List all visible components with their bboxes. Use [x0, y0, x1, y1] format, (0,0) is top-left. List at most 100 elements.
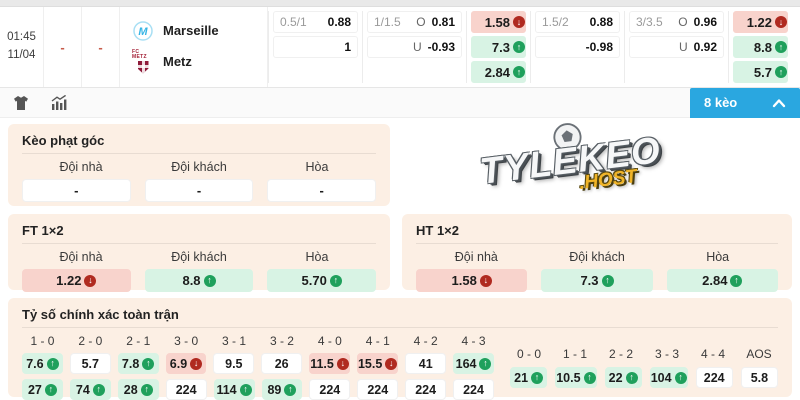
- odds-value: 224: [367, 382, 389, 397]
- odds-value-cell[interactable]: 9.5: [213, 353, 255, 374]
- odds-cell-ft-under[interactable]: U -0.93: [367, 36, 462, 58]
- column-header: Đội khách: [569, 250, 625, 264]
- score-body: 1 - 0 2 - 0 2 - 1 3 - 0 3 - 1 3 - 2 4 - 0 4 - 1…: [22, 334, 778, 400]
- odds-cell-ft-hdp-over[interactable]: 0.5/1 0.88: [273, 11, 358, 33]
- ou-ratio: 3/3.5: [636, 15, 663, 29]
- odds-value: 224: [319, 382, 341, 397]
- odds-value-cell[interactable]: 5.8: [740, 367, 778, 388]
- odds-value-cell[interactable]: 74 ↑: [69, 379, 111, 400]
- odds-value: 89: [267, 382, 282, 397]
- odds-value-cell[interactable]: 5.7: [69, 353, 111, 374]
- odds-value-cell[interactable]: 224: [165, 379, 207, 400]
- odds-value-cell[interactable]: 28 ↑: [117, 379, 159, 400]
- odds-value-cell[interactable]: 7.6 ↑: [22, 353, 63, 374]
- odds-value-cell[interactable]: 26: [261, 353, 303, 374]
- odds-cell-ht-under[interactable]: U 0.92: [629, 36, 724, 58]
- odds-value-cell[interactable]: 10.5 ↑: [555, 367, 597, 388]
- ou-side: O: [416, 15, 426, 29]
- marseille-logo-icon: M: [132, 20, 154, 41]
- odds-value-cell[interactable]: 224: [453, 379, 494, 400]
- odds-value-cell[interactable]: 2.84 ↑: [666, 269, 778, 292]
- odds-value-cell[interactable]: 41: [405, 353, 447, 374]
- score-left-headers: 1 - 0 2 - 0 2 - 1 3 - 0 3 - 1 3 - 2 4 - 0 4 - 1…: [22, 334, 494, 348]
- odds-value-cell[interactable]: 7.3 ↑: [471, 36, 526, 58]
- odds-value-cell[interactable]: 114 ↑: [213, 379, 255, 400]
- watermark-text: TYLEKEO: [477, 129, 664, 192]
- odds-value: 7.3: [580, 273, 599, 288]
- odds-value-cell[interactable]: 5.70 ↑: [267, 269, 377, 292]
- odds-cell-ft-over[interactable]: 1/1.5 O 0.81: [367, 11, 462, 33]
- odds-value-cell[interactable]: 89 ↑: [261, 379, 303, 400]
- column-header: 4 - 2: [413, 334, 438, 348]
- column-header: AOS: [746, 347, 772, 361]
- ft-headers-row: Đội nhà Đội khách Hòa: [22, 250, 376, 264]
- column-header: Đội nhà: [59, 250, 103, 264]
- odds-value: 0.88: [327, 15, 351, 29]
- column-header: Đội nhà: [59, 160, 103, 174]
- score-left-group: 1 - 0 2 - 0 2 - 1 3 - 0 3 - 1 3 - 2 4 - 0 4 - 1…: [22, 334, 494, 400]
- odds-value-cell[interactable]: 8.8 ↑: [733, 36, 788, 58]
- trend-up-icon: ↑: [513, 66, 525, 78]
- odds-value-cell[interactable]: 1.22 ↓: [22, 269, 131, 292]
- odds-value-cell[interactable]: 7.8 ↑: [117, 353, 159, 374]
- odds-cell-ft-hdp-under[interactable]: 1: [273, 36, 358, 58]
- trend-up-icon: ↑: [730, 274, 743, 287]
- trend-up-icon: ↑: [92, 383, 105, 396]
- odds-value-cell[interactable]: 22 ↑: [604, 367, 642, 388]
- odds-value: 15.5: [357, 356, 383, 371]
- odds-value-cell[interactable]: 1.58 ↓: [416, 269, 528, 292]
- teams-column: M Marseille FC METZ Metz: [120, 7, 268, 87]
- odds-value-cell[interactable]: 2.84 ↑: [471, 61, 526, 83]
- odds-value-cell[interactable]: 15.5 ↓: [356, 353, 399, 374]
- stats-chart-icon[interactable]: [50, 94, 68, 112]
- column-header: 1 - 0: [30, 334, 55, 348]
- odds-value: 0.88: [589, 15, 613, 29]
- corner-values-row: ---: [22, 179, 377, 202]
- jersey-icon[interactable]: [12, 94, 30, 112]
- odds-value: 1.22: [56, 273, 82, 288]
- odds-value-cell[interactable]: 1.58 ↓: [471, 11, 526, 33]
- metz-wordmark: FC METZ: [132, 48, 147, 60]
- odds-value-cell[interactable]: 27 ↑: [22, 379, 63, 400]
- odds-value-cell[interactable]: 6.9 ↓: [165, 353, 207, 374]
- odds-value-cell[interactable]: 224: [695, 367, 733, 388]
- cutoff-header-strip: [0, 0, 800, 7]
- score-right-row: 21 ↑ 10.5 ↑ 22 ↑ 104 ↑ 224 5.8: [510, 367, 778, 388]
- odds-value: 1.22: [746, 14, 772, 30]
- odds-value-cell[interactable]: 224: [309, 379, 351, 400]
- trend-up-icon: ↑: [329, 274, 342, 287]
- odds-value-cell[interactable]: -: [267, 179, 377, 202]
- keo-count-button[interactable]: 8 kèo: [690, 87, 800, 118]
- odds-value-cell[interactable]: 1.22 ↓: [733, 11, 788, 33]
- toolbar: 8 kèo: [0, 87, 800, 118]
- odds-value-cell[interactable]: 8.8 ↑: [144, 269, 254, 292]
- column-header: 2 - 1: [126, 334, 151, 348]
- ou-side: U: [412, 40, 422, 54]
- odds-value: 5.7: [753, 64, 772, 80]
- column-header: 2 - 2: [608, 347, 633, 361]
- odds-value-cell[interactable]: 224: [405, 379, 447, 400]
- odds-cell-ht-over[interactable]: 3/3.5 O 0.96: [629, 11, 724, 33]
- odds-value: -: [196, 183, 202, 198]
- odds-value-cell[interactable]: 21 ↑: [510, 367, 548, 388]
- home-team-row[interactable]: M Marseille: [132, 20, 267, 41]
- odds-value-cell[interactable]: 7.3 ↑: [541, 269, 653, 292]
- odds-value-cell[interactable]: 224: [357, 379, 399, 400]
- odds-value-cell[interactable]: 5.7 ↑: [733, 61, 788, 83]
- odds-value-cell[interactable]: 11.5 ↓: [309, 353, 350, 374]
- odds-cell-ht-hdp-under[interactable]: -0.98: [535, 36, 620, 58]
- odds-cell-ht-hdp-over[interactable]: 1.5/2 0.88: [535, 11, 620, 33]
- odds-value-cell[interactable]: -: [144, 179, 254, 202]
- away-team-row[interactable]: FC METZ Metz: [132, 48, 267, 74]
- score-away: -: [98, 39, 103, 55]
- odds-value: 0.81: [431, 15, 455, 29]
- trend-down-icon: ↓: [479, 274, 492, 287]
- odds-value-cell[interactable]: 164 ↑: [453, 353, 494, 374]
- odds-value-cell[interactable]: -: [22, 179, 131, 202]
- column-header: 4 - 4: [700, 347, 725, 361]
- odds-value: 21: [514, 370, 529, 385]
- odds-value: 224: [703, 370, 725, 385]
- trend-down-icon: ↓: [385, 357, 398, 370]
- odds-value-cell[interactable]: 104 ↑: [649, 367, 688, 388]
